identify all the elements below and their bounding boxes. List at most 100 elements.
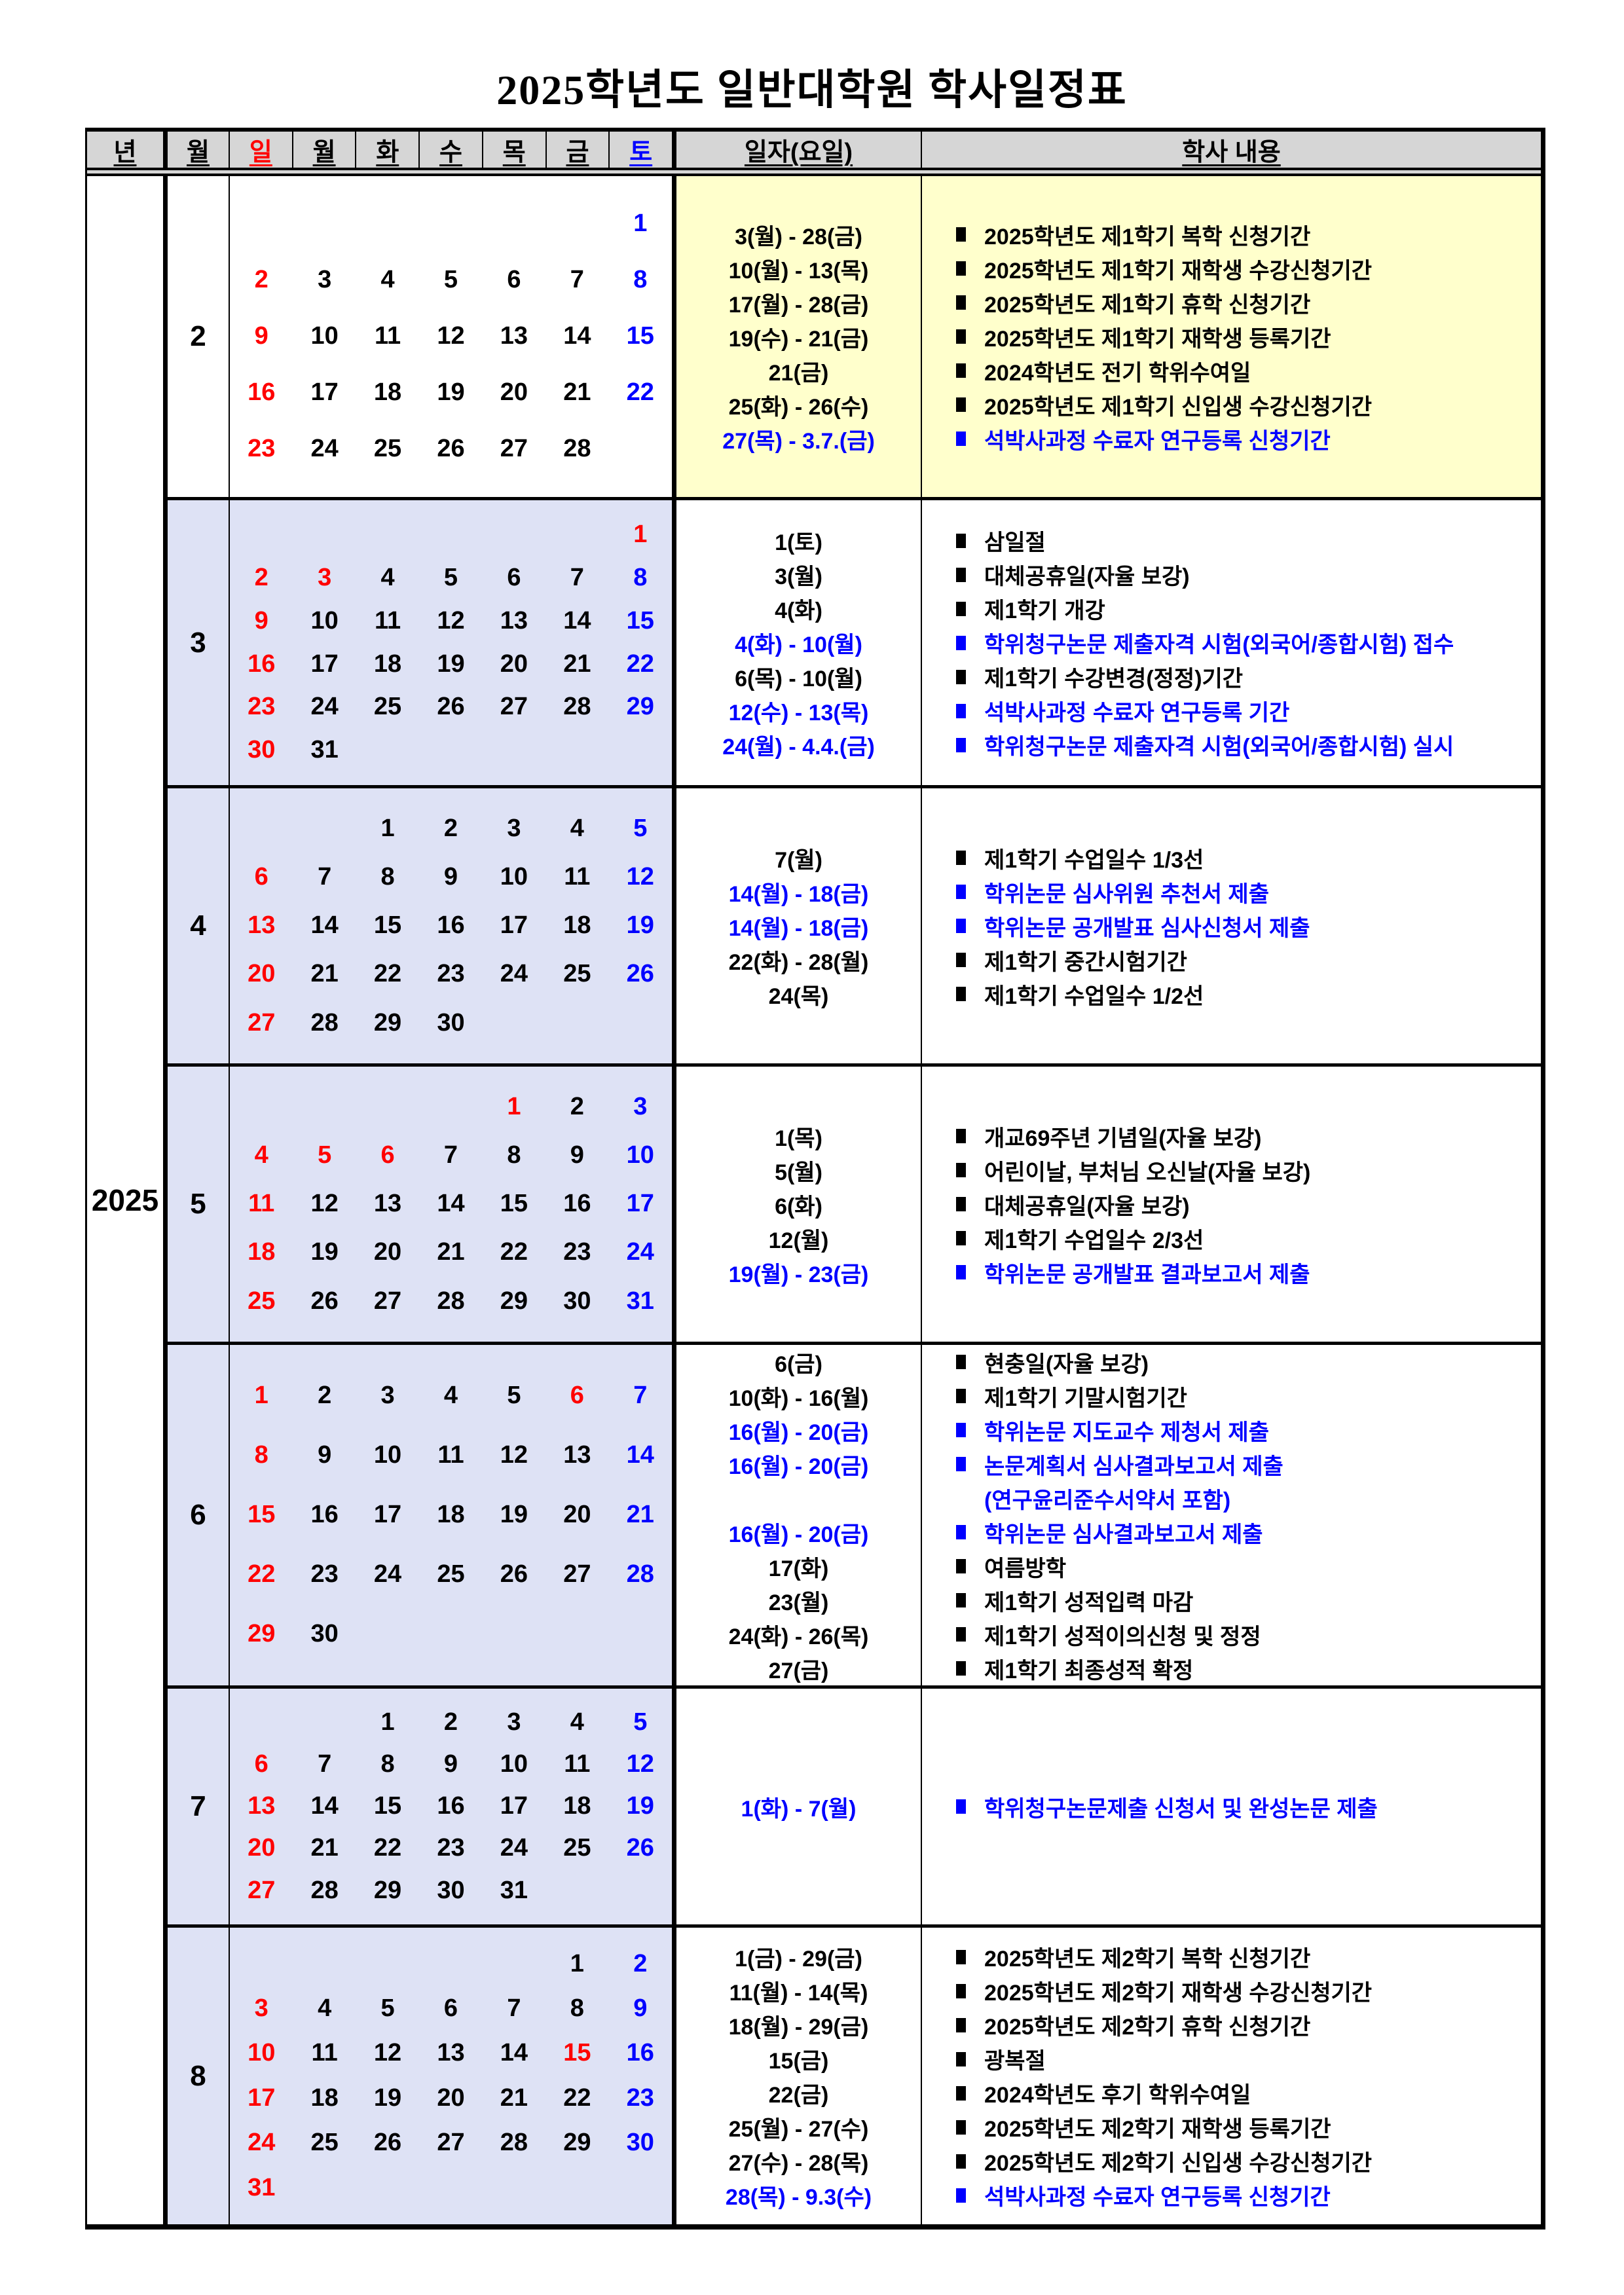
event-text: 2025학년도 제2학기 재학생 수강신청기간 bbox=[984, 1981, 1373, 2006]
calendar-day bbox=[609, 1877, 672, 1905]
calendar-week: 1 2 3 4 5 bbox=[230, 1708, 672, 1736]
calendar-day: 18 bbox=[437, 1501, 465, 1529]
calendar-day: 16 bbox=[248, 650, 276, 678]
calendar-day: 16 bbox=[626, 2039, 654, 2067]
calendar-day: 31 bbox=[500, 1876, 528, 1904]
calendar-day: 30 bbox=[437, 1008, 465, 1037]
calendar-day: 22 bbox=[563, 2084, 591, 2112]
header-year-label: 년 bbox=[87, 132, 168, 168]
calendar-day: 22 bbox=[373, 960, 402, 988]
calendar-day: 5 bbox=[443, 563, 458, 591]
calendar-day: 11 bbox=[437, 1441, 464, 1469]
calendar-week: 22 23 24 25 26 27 28 bbox=[230, 1560, 672, 1588]
calendar-day: 8 bbox=[254, 1441, 268, 1469]
bullet-icon bbox=[956, 397, 966, 412]
calendar-day: 24 bbox=[626, 1238, 654, 1266]
calendar-day: 1 bbox=[254, 1382, 268, 1410]
month-calendar: 1 2 3 4 5 6 7 8 9 10 11 12 13 14 15 16 17 18 19 20 21 22 23 24 2… bbox=[230, 500, 676, 785]
date-line: 22(화) - 28(월) bbox=[728, 949, 869, 975]
calendar-day: 4 bbox=[443, 1382, 458, 1410]
event-line: 2025학년도 제2학기 복학 신청기간 bbox=[922, 1940, 1541, 1974]
calendar-day: 23 bbox=[626, 2084, 654, 2112]
calendar-day: 5 bbox=[633, 1708, 648, 1736]
event-text: 제1학기 개강 bbox=[984, 598, 1105, 623]
bullet-icon bbox=[956, 329, 966, 344]
date-list: 6(금) 10(화) - 16(월) 16(월) - 20(금) 16(월) - 20… bbox=[676, 1345, 922, 1685]
weekday-thu: 목 bbox=[483, 132, 547, 168]
calendar-day: 21 bbox=[626, 1501, 654, 1529]
calendar-day bbox=[483, 521, 545, 549]
event-text: 2025학년도 제2학기 신입생 수강신청기간 bbox=[984, 2151, 1373, 2176]
calendar-day: 2 bbox=[443, 814, 458, 842]
calendar-day: 24 bbox=[310, 693, 339, 721]
calendar-day: 19 bbox=[500, 1501, 528, 1529]
calendar-day: 30 bbox=[626, 2129, 654, 2157]
calendar-week: 6 7 8 9 10 11 12 bbox=[230, 862, 672, 891]
event-text: 2025학년도 제1학기 복학 신청기간 bbox=[984, 224, 1311, 249]
calendar-day: 12 bbox=[626, 862, 654, 890]
calendar-day: 26 bbox=[626, 1834, 654, 1862]
calendar-day: 29 bbox=[248, 1619, 276, 1647]
calendar-day: 26 bbox=[626, 960, 654, 988]
bullet-icon bbox=[956, 261, 966, 276]
calendar-day bbox=[293, 2175, 356, 2202]
calendar-day: 2 bbox=[633, 1949, 648, 1977]
calendar-day: 11 bbox=[311, 2039, 338, 2067]
months-container: 2 1 2 3 4 5 6 7 8 9 10 11 12 13 14 15 16 17 18 19 20 21 22 23 24… bbox=[168, 176, 1541, 2224]
month-number: 7 bbox=[168, 1689, 230, 1924]
calendar-day: 1 bbox=[570, 1949, 584, 1977]
date-line: 1(금) - 29(금) bbox=[735, 1947, 862, 1972]
event-line: 2025학년도 제2학기 신입생 수강신청기간 bbox=[922, 2144, 1541, 2178]
calendar-day: 8 bbox=[380, 862, 395, 890]
bullet-icon bbox=[956, 2017, 966, 2032]
bullet-icon bbox=[956, 953, 966, 967]
calendar-day: 31 bbox=[310, 736, 339, 764]
bullet-icon bbox=[956, 1231, 966, 1245]
event-line: 학위청구논문 제출자격 시험(외국어/종합시험) 실시 bbox=[922, 728, 1541, 762]
calendar-day: 16 bbox=[248, 378, 276, 407]
bullet-icon bbox=[956, 295, 966, 310]
calendar-week: 2 3 4 5 6 7 8 bbox=[230, 266, 672, 294]
calendar-day: 12 bbox=[437, 606, 465, 634]
bullet-icon bbox=[956, 431, 966, 446]
calendar-day bbox=[419, 2175, 482, 2202]
calendar-day: 16 bbox=[310, 1501, 339, 1529]
header-month-label: 월 bbox=[168, 132, 230, 168]
calendar-day: 3 bbox=[507, 814, 521, 842]
event-text: 삼일절 bbox=[984, 530, 1046, 555]
calendar-week: 1 bbox=[230, 210, 672, 238]
calendar-day: 14 bbox=[500, 2039, 528, 2067]
calendar-day: 23 bbox=[437, 1834, 465, 1862]
calendar-day: 28 bbox=[563, 693, 591, 721]
calendar-day: 14 bbox=[437, 1190, 465, 1218]
event-text: 여름방학 bbox=[984, 1556, 1067, 1581]
date-line: 3(월) bbox=[775, 564, 822, 589]
event-text: 2025학년도 제1학기 신입생 수강신청기간 bbox=[984, 394, 1373, 420]
month-row-5: 5 1 2 3 4 5 6 7 8 9 10 11 12 13 14 15 16 17 18 19 20 21 22 23 24… bbox=[168, 1067, 1541, 1345]
calendar-week: 18 19 20 21 22 23 24 bbox=[230, 1239, 672, 1266]
calendar-day: 3 bbox=[254, 1994, 268, 2022]
calendar-day bbox=[545, 1877, 608, 1905]
calendar-day: 31 bbox=[248, 2173, 276, 2201]
calendar-day bbox=[230, 521, 293, 549]
calendar-day bbox=[609, 737, 672, 764]
calendar-day: 7 bbox=[443, 1141, 458, 1169]
calendar-week: 23 24 25 26 27 28 29 bbox=[230, 693, 672, 721]
event-line: 삼일절 bbox=[922, 524, 1541, 558]
calendar-day: 31 bbox=[626, 1287, 654, 1315]
date-line: 24(목) bbox=[768, 983, 829, 1009]
event-line: 대체공휴일(자율 보강) bbox=[922, 1187, 1541, 1221]
calendar-week: 31 bbox=[230, 2173, 672, 2202]
calendar-day: 9 bbox=[443, 1750, 458, 1778]
month-number: 2 bbox=[168, 176, 230, 497]
table-body: 2025 2 1 2 3 4 5 6 7 8 9 10 11 12 13 14 15 16 17 18 19 20 21 2… bbox=[87, 176, 1541, 2224]
date-line: 24(월) - 4.4.(금) bbox=[722, 735, 875, 760]
bullet-icon bbox=[956, 2154, 966, 2169]
calendar-day bbox=[545, 2175, 608, 2202]
calendar-day: 6 bbox=[254, 1750, 268, 1778]
calendar-day: 3 bbox=[318, 266, 332, 294]
event-list: 학위청구논문제출 신청서 및 완성논문 제출 bbox=[922, 1689, 1541, 1924]
calendar-day: 21 bbox=[310, 1834, 339, 1862]
